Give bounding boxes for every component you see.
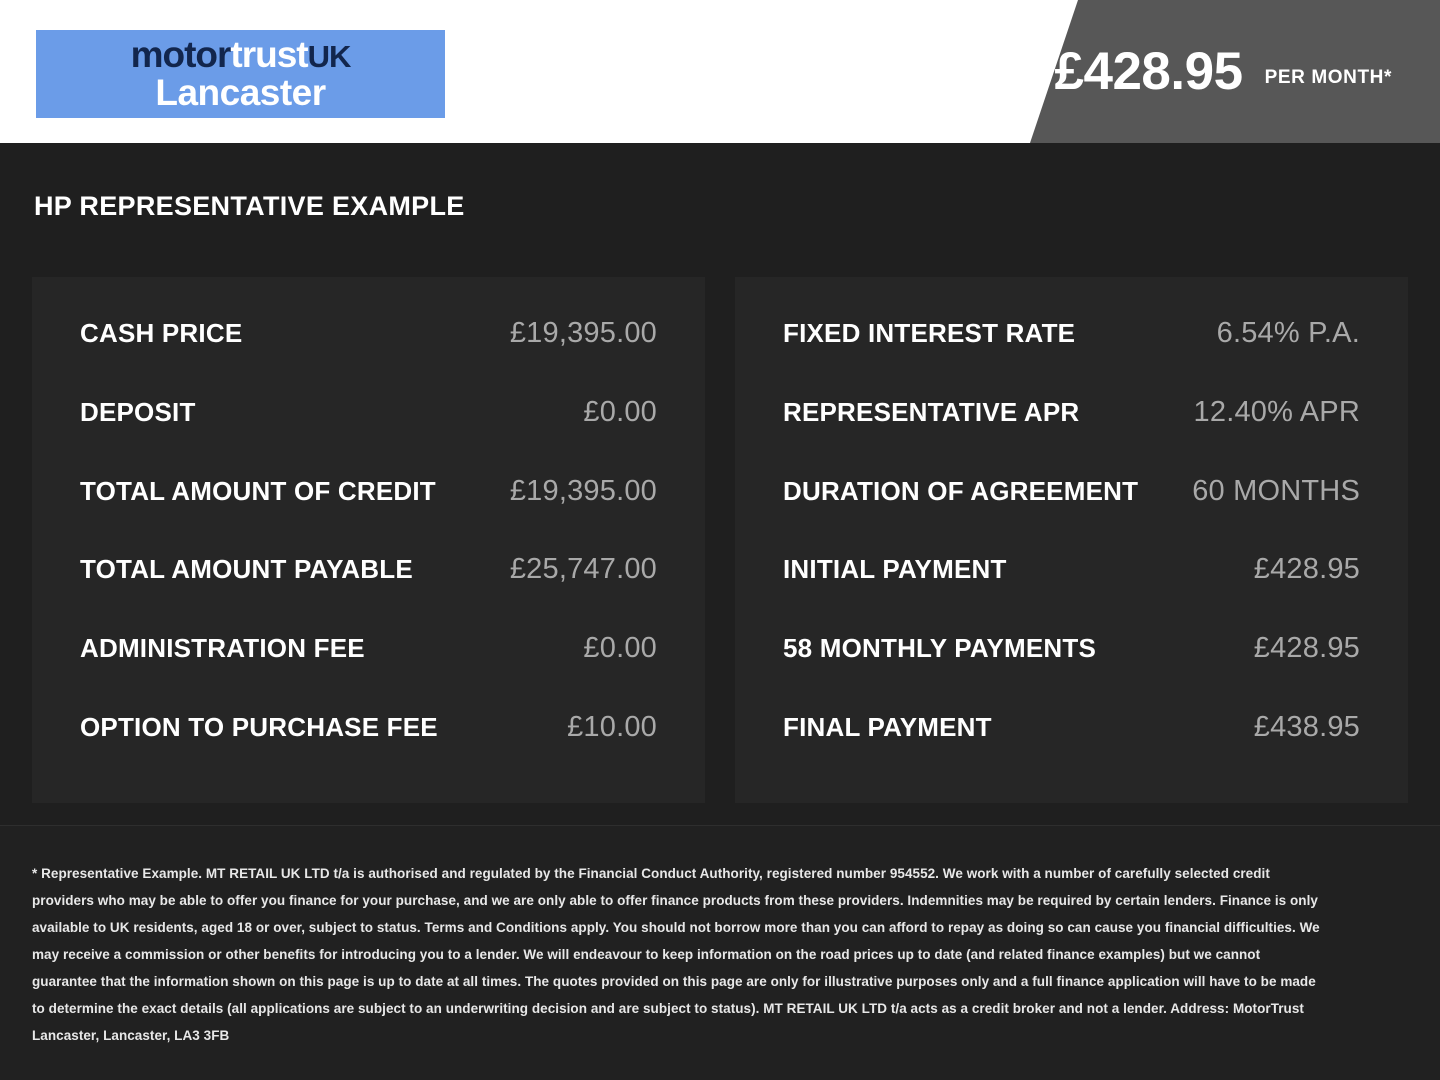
table-row: TOTAL AMOUNT PAYABLE £25,747.00 (80, 553, 657, 605)
table-row: REPRESENTATIVE APR 12.40% APR (783, 396, 1360, 448)
main-content: HP REPRESENTATIVE EXAMPLE CASH PRICE £19… (0, 143, 1440, 825)
finance-details-panels: CASH PRICE £19,395.00 DEPOSIT £0.00 TOTA… (32, 277, 1408, 803)
row-value: £438.95 (1253, 710, 1360, 743)
row-label: TOTAL AMOUNT OF CREDIT (80, 475, 436, 506)
page-title: HP REPRESENTATIVE EXAMPLE (34, 191, 465, 221)
right-details-panel: FIXED INTEREST RATE 6.54% P.A. REPRESENT… (735, 277, 1408, 803)
price-banner-shape (1030, 0, 1440, 143)
table-row: FIXED INTEREST RATE 6.54% P.A. (783, 317, 1360, 369)
row-label: ADMINISTRATION FEE (80, 633, 365, 664)
monthly-price-amount: £428.95 (1054, 42, 1244, 101)
left-details-panel: CASH PRICE £19,395.00 DEPOSIT £0.00 TOTA… (32, 277, 705, 803)
table-row: ADMINISTRATION FEE £0.00 (80, 632, 657, 684)
row-value: 6.54% P.A. (1216, 317, 1360, 349)
row-label: 58 MONTHLY PAYMENTS (783, 633, 1096, 664)
monthly-price-block: £428.95 PER MONTH* (1055, 0, 1393, 143)
row-value: 12.40% APR (1193, 395, 1360, 428)
row-value: £19,395.00 (509, 474, 657, 507)
row-value: £0.00 (583, 395, 657, 428)
page-footer: * Representative Example. MT RETAIL UK L… (0, 825, 1440, 1080)
logo-text-uk: UK (307, 39, 352, 75)
row-label: INITIAL PAYMENT (783, 554, 1007, 585)
row-value: £10.00 (567, 710, 657, 743)
logo-text-motor: motor (130, 34, 232, 76)
table-row: TOTAL AMOUNT OF CREDIT £19,395.00 (80, 475, 657, 527)
row-value: £428.95 (1253, 553, 1360, 586)
row-label: TOTAL AMOUNT PAYABLE (80, 554, 413, 585)
table-row: 58 MONTHLY PAYMENTS £428.95 (783, 632, 1360, 684)
row-value: £19,395.00 (509, 317, 657, 349)
row-value: 60 MONTHS (1192, 474, 1360, 507)
row-value: £0.00 (583, 632, 657, 665)
row-label: DURATION OF AGREEMENT (783, 475, 1139, 506)
row-value: £428.95 (1253, 632, 1360, 665)
table-row: OPTION TO PURCHASE FEE £10.00 (80, 711, 657, 763)
row-label: DEPOSIT (80, 396, 196, 427)
row-label: REPRESENTATIVE APR (783, 396, 1080, 427)
page-header: motortrustUK Lancaster £428.95 PER MONTH… (0, 0, 1440, 143)
table-row: DURATION OF AGREEMENT 60 MONTHS (783, 475, 1360, 527)
motortrust-lancaster-logo[interactable]: motortrustUK Lancaster (36, 30, 445, 118)
row-label: FIXED INTEREST RATE (783, 318, 1076, 348)
logo-text-trust: trust (230, 34, 308, 76)
monthly-price-period-label: PER MONTH* (1264, 67, 1392, 88)
logo-text-lancaster: Lancaster (155, 72, 326, 113)
row-value: £25,747.00 (509, 553, 657, 586)
row-label: CASH PRICE (80, 318, 243, 348)
table-row: DEPOSIT £0.00 (80, 396, 657, 448)
logo-line-one: motortrustUK (130, 34, 352, 76)
table-row: CASH PRICE £19,395.00 (80, 317, 657, 369)
table-row: FINAL PAYMENT £438.95 (783, 711, 1360, 763)
table-row: INITIAL PAYMENT £428.95 (783, 553, 1360, 605)
representative-example-disclaimer: * Representative Example. MT RETAIL UK L… (32, 866, 1320, 1043)
row-label: OPTION TO PURCHASE FEE (80, 711, 438, 742)
row-label: FINAL PAYMENT (783, 711, 992, 742)
